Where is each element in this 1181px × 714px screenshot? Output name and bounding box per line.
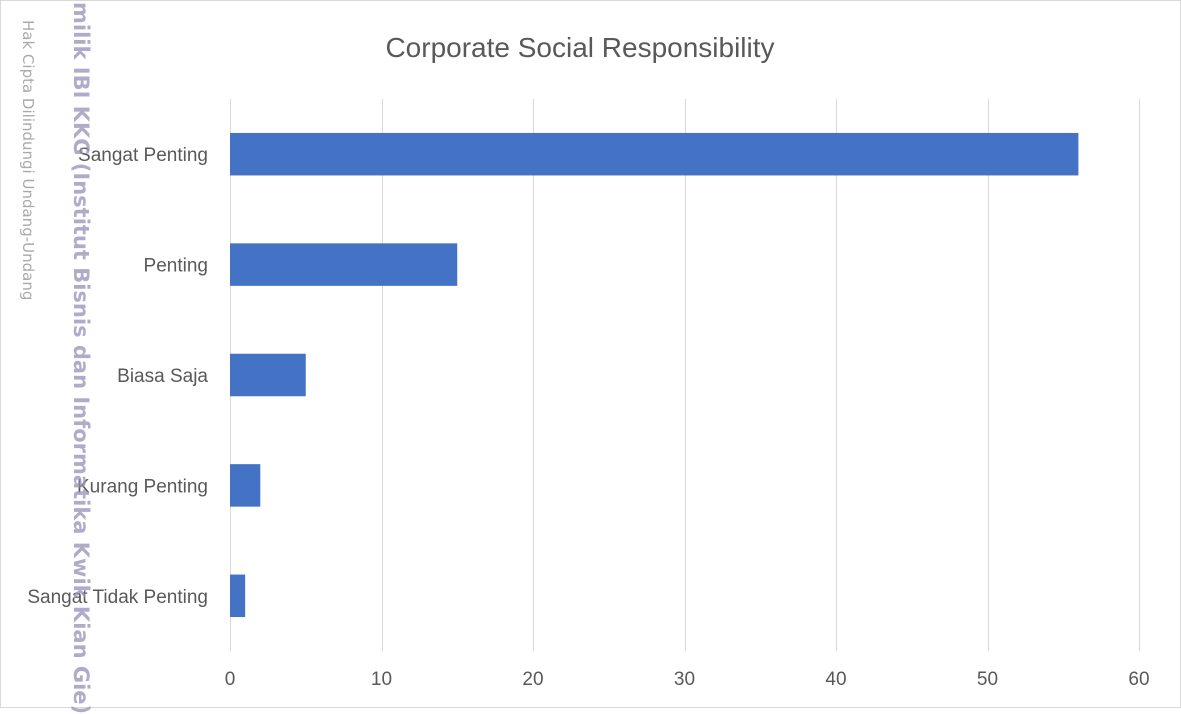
category-label: Biasa Saja	[117, 366, 208, 387]
x-tick-labels: 0 10 20 30 40 50 60	[225, 669, 1150, 690]
bar	[230, 132, 1079, 176]
bar	[230, 574, 246, 618]
bar	[230, 353, 306, 397]
bars	[230, 132, 1079, 618]
category-label: Kurang Penting	[77, 476, 208, 497]
x-tick-label: 40	[825, 669, 846, 690]
bar	[230, 464, 261, 507]
category-label: Penting	[144, 256, 208, 277]
bar	[230, 243, 458, 286]
x-tick-label: 30	[674, 669, 695, 690]
x-tick-label: 50	[977, 669, 998, 690]
gridlines	[230, 99, 1140, 651]
x-tick-label: 60	[1128, 669, 1149, 690]
owner-watermark: milik IBI KKG (Institut Bisnis dan Infor…	[69, 2, 93, 714]
chart-title: Corporate Social Responsibility	[385, 32, 774, 63]
x-tick-label: 0	[225, 669, 236, 690]
copyright-watermark: Hak Cipta Dilindungi Undang-Undang	[19, 20, 37, 301]
category-labels: Sangat Penting Penting Biasa Saja Kurang Pe…	[27, 145, 208, 608]
x-tick-label: 20	[522, 669, 543, 690]
category-label: Sangat Tidak Penting	[27, 587, 208, 608]
category-label: Sangat Penting	[78, 145, 208, 166]
x-tick-label: 10	[371, 669, 392, 690]
